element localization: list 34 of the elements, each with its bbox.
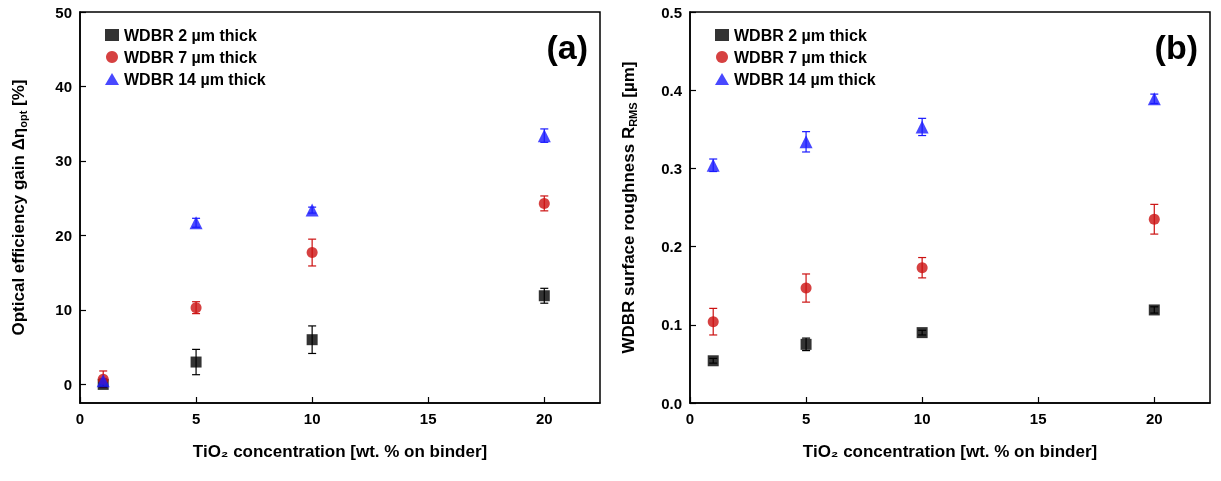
- y-axis-title: Optical efficiency gain Δηopt [%]: [9, 79, 29, 336]
- x-tick-label: 15: [1029, 410, 1047, 427]
- y-tick-label: 0.4: [661, 81, 683, 99]
- x-tick-label: 5: [191, 410, 201, 427]
- y-tick-label: 0.1: [661, 316, 682, 334]
- y-tick-label: 50: [55, 3, 72, 21]
- legend-label: WDBR 2 µm thick: [734, 26, 867, 44]
- y-tick-label: 40: [55, 77, 72, 95]
- y-tick-label: 10: [55, 301, 72, 319]
- legend-label: WDBR 14 µm thick: [734, 70, 876, 88]
- x-tick-label: 20: [535, 410, 553, 427]
- y-tick-label: 20: [55, 226, 72, 244]
- y-tick-label: 0.3: [661, 159, 682, 177]
- y-tick-label: 0.0: [661, 394, 682, 412]
- y-tick-label: 0: [63, 375, 72, 393]
- x-tick-label: 5: [801, 410, 811, 427]
- x-tick-label: 0: [75, 410, 85, 427]
- x-tick-label: 15: [419, 410, 437, 427]
- x-axis-title: TiO₂ concentration [wt. % on binder]: [192, 442, 488, 461]
- y-tick-label: 0.5: [661, 3, 682, 21]
- legend-label: WDBR 7 µm thick: [734, 48, 867, 66]
- x-tick-label: 20: [1145, 410, 1163, 427]
- legend-label: WDBR 7 µm thick: [124, 48, 257, 66]
- x-axis-title: TiO₂ concentration [wt. % on binder]: [802, 442, 1098, 461]
- y-tick-label: 0.2: [661, 238, 682, 256]
- legend-label: WDBR 14 µm thick: [124, 70, 266, 88]
- y-tick-label: 30: [55, 152, 72, 170]
- annotation: (a): [546, 28, 589, 66]
- x-tick-label: 10: [303, 410, 321, 427]
- y-axis-title: WDBR surface roughness RRMS [µm]: [619, 61, 639, 354]
- x-tick-label: 10: [913, 410, 931, 427]
- annotation: (b): [1154, 28, 1199, 66]
- legend-label: WDBR 2 µm thick: [124, 26, 257, 44]
- x-tick-label: 0: [685, 410, 695, 427]
